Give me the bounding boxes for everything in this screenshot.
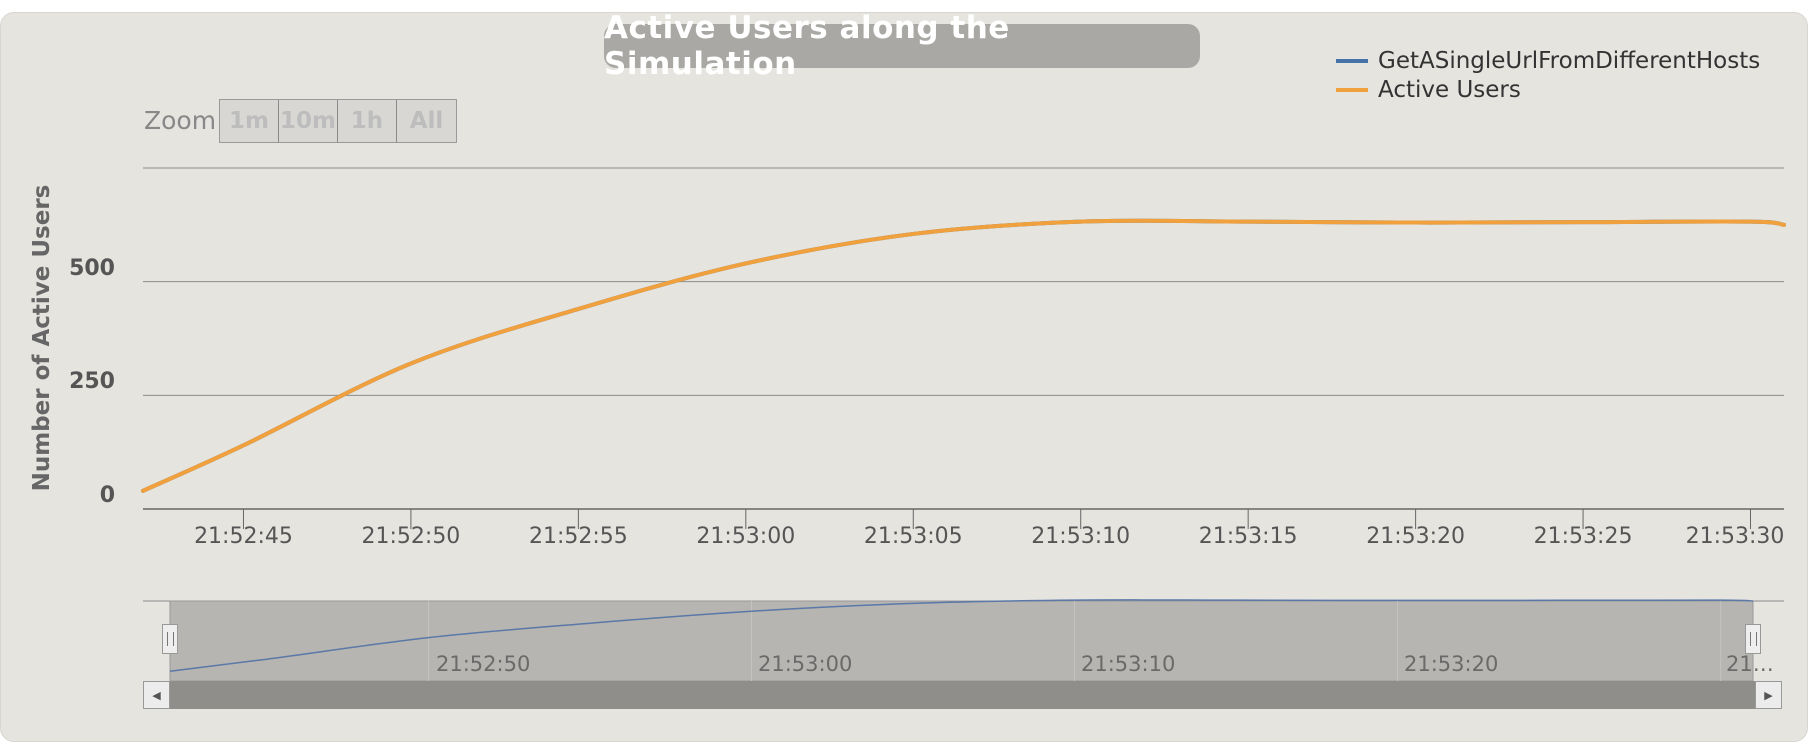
legend-item-request[interactable]: GetASingleUrlFromDifferentHosts bbox=[1336, 46, 1760, 75]
series-line-active-users bbox=[141, 218, 1786, 493]
navigator-handle-left[interactable] bbox=[162, 624, 178, 654]
x-tick-label: 21:53:30 bbox=[1685, 524, 1785, 549]
legend-item-active-users[interactable]: Active Users bbox=[1336, 75, 1760, 104]
legend: GetASingleUrlFromDifferentHosts Active U… bbox=[1336, 46, 1760, 104]
chart-title-pill: Active Users along the Simulation bbox=[604, 10, 1200, 82]
legend-label-request: GetASingleUrlFromDifferentHosts bbox=[1378, 47, 1761, 74]
scrollbar-left-arrow-icon[interactable]: ◀ bbox=[143, 681, 170, 709]
zoom-all-button[interactable]: All bbox=[409, 108, 444, 134]
zoom-label: Zoom bbox=[144, 106, 217, 135]
navigator-handle-right[interactable] bbox=[1745, 624, 1761, 654]
chart-title: Active Users along the Simulation bbox=[604, 10, 1010, 82]
legend-swatch-active-users bbox=[1336, 87, 1368, 92]
navigator-tick-label: 21:52:50 bbox=[436, 652, 531, 676]
zoom-10m-button[interactable]: 10m bbox=[279, 100, 338, 142]
navigator-selected-range[interactable] bbox=[169, 600, 1754, 682]
scrollbar-right-arrow-icon[interactable]: ▶ bbox=[1755, 681, 1782, 709]
navigator-tick-label: 21:53:10 bbox=[1081, 652, 1176, 676]
y-tick-label: 0 bbox=[99, 483, 115, 508]
legend-swatch-request bbox=[1336, 58, 1368, 63]
zoom-button-group: 1m 10m 1h All bbox=[219, 99, 457, 143]
navigator-tick-label: 21:53:00 bbox=[758, 652, 853, 676]
series-line-request bbox=[141, 218, 1786, 493]
navigator-series-line bbox=[169, 599, 1754, 672]
zoom-1m-button[interactable]: 1m bbox=[220, 100, 279, 142]
y-tick-label: 500 bbox=[69, 256, 115, 281]
y-tick-label: 250 bbox=[69, 369, 115, 394]
navigator-tick-label: 21:53:20 bbox=[1404, 652, 1499, 676]
zoom-1h-button[interactable]: 1h bbox=[338, 100, 397, 142]
legend-label-active-users: Active Users bbox=[1378, 76, 1521, 103]
scrollbar-thumb[interactable] bbox=[170, 681, 1756, 709]
navigator-tick-label: 21… bbox=[1726, 652, 1774, 676]
